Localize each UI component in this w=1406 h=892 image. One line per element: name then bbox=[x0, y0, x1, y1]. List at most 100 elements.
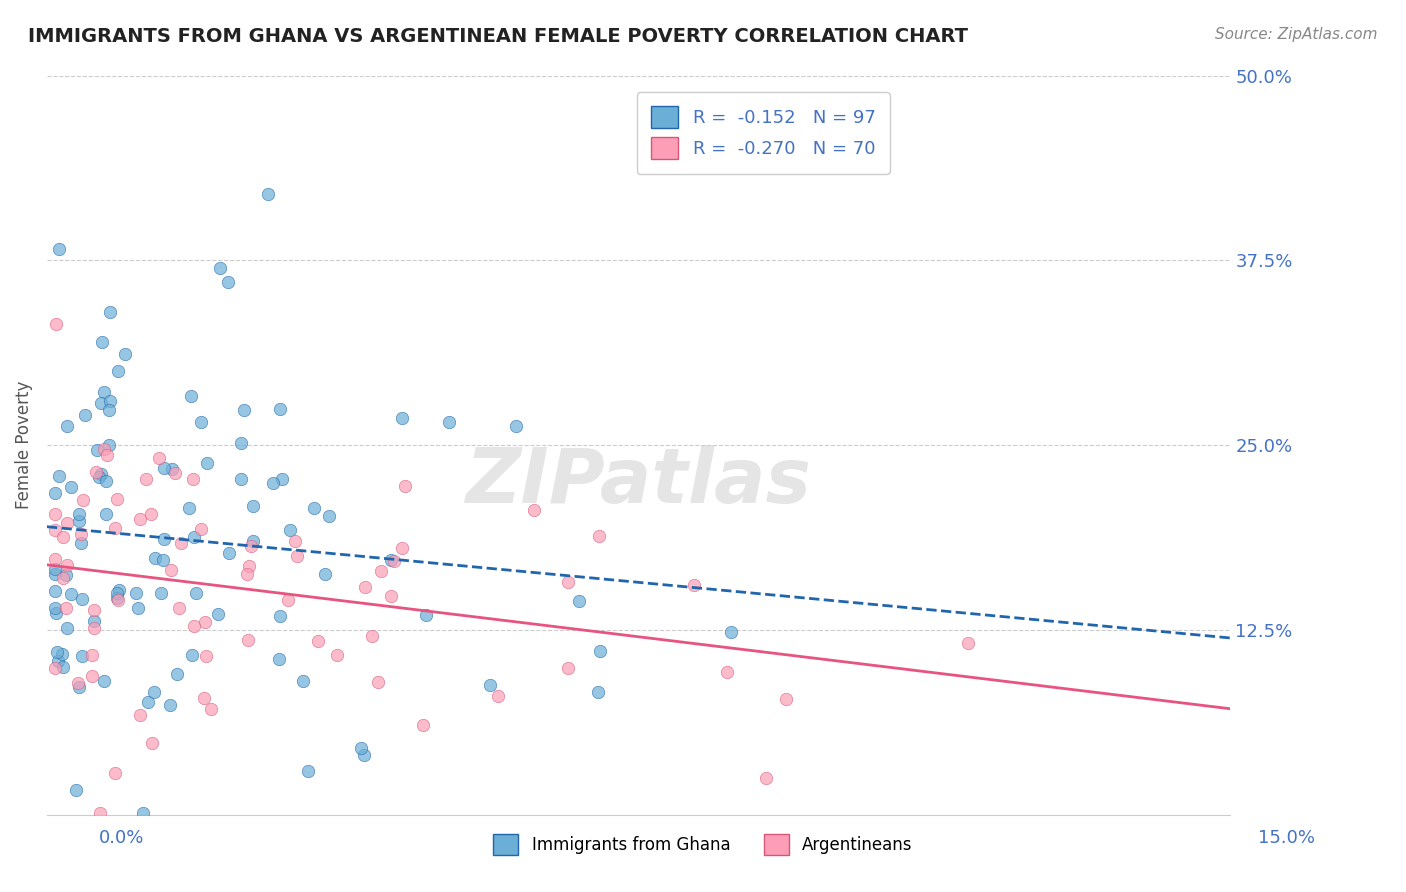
Point bbox=[149, 586, 172, 600]
Point bbox=[135, 472, 157, 486]
Point bbox=[242, 534, 264, 549]
Point bbox=[367, 674, 389, 689]
Point bbox=[302, 500, 325, 515]
Point bbox=[84, 465, 107, 479]
Point bbox=[956, 636, 979, 650]
Point bbox=[284, 533, 307, 548]
Point bbox=[183, 530, 205, 544]
Point bbox=[229, 436, 252, 450]
Point bbox=[98, 393, 121, 408]
Point bbox=[370, 565, 392, 579]
Point bbox=[382, 554, 405, 568]
Point bbox=[93, 673, 115, 688]
Point bbox=[716, 665, 738, 679]
Point bbox=[195, 648, 218, 663]
Point bbox=[314, 566, 336, 581]
Point bbox=[271, 472, 294, 486]
Point bbox=[297, 764, 319, 778]
Point bbox=[269, 609, 291, 624]
Point bbox=[136, 695, 159, 709]
Point bbox=[486, 689, 509, 703]
Legend: Immigrants from Ghana, Argentineans: Immigrants from Ghana, Argentineans bbox=[486, 828, 920, 862]
Point bbox=[143, 685, 166, 699]
Point bbox=[505, 419, 527, 434]
Point bbox=[415, 607, 437, 622]
Point bbox=[83, 614, 105, 628]
Point bbox=[98, 438, 121, 452]
Point bbox=[90, 396, 112, 410]
Point bbox=[44, 551, 66, 566]
Point bbox=[98, 305, 121, 319]
Point bbox=[180, 648, 202, 663]
Point bbox=[193, 691, 215, 706]
Point bbox=[44, 485, 66, 500]
Point bbox=[44, 508, 66, 522]
Point bbox=[46, 654, 69, 668]
Point bbox=[180, 389, 202, 403]
Point bbox=[104, 766, 127, 780]
Point bbox=[93, 384, 115, 399]
Point bbox=[44, 523, 66, 537]
Point bbox=[159, 564, 181, 578]
Point bbox=[231, 472, 253, 486]
Point bbox=[72, 493, 94, 508]
Point bbox=[190, 415, 212, 429]
Point bbox=[83, 621, 105, 635]
Point bbox=[194, 615, 217, 629]
Point bbox=[141, 736, 163, 750]
Point bbox=[59, 587, 82, 601]
Point bbox=[48, 243, 70, 257]
Point bbox=[96, 449, 118, 463]
Point bbox=[177, 501, 200, 516]
Text: 0.0%: 0.0% bbox=[98, 829, 143, 847]
Point bbox=[73, 408, 96, 422]
Point bbox=[269, 402, 291, 417]
Point bbox=[152, 461, 174, 475]
Point bbox=[589, 644, 612, 658]
Point bbox=[478, 678, 501, 692]
Point bbox=[755, 771, 778, 785]
Point bbox=[44, 661, 66, 675]
Point bbox=[720, 624, 742, 639]
Point bbox=[277, 593, 299, 607]
Legend: R =  -0.152   N = 97, R =  -0.270   N = 70: R = -0.152 N = 97, R = -0.270 N = 70 bbox=[637, 92, 890, 174]
Point bbox=[163, 467, 186, 481]
Point bbox=[262, 475, 284, 490]
Point bbox=[278, 524, 301, 538]
Point bbox=[307, 634, 329, 648]
Point bbox=[380, 553, 402, 567]
Point bbox=[235, 566, 257, 581]
Point bbox=[242, 499, 264, 513]
Point bbox=[94, 507, 117, 521]
Point bbox=[190, 522, 212, 536]
Point bbox=[105, 591, 128, 606]
Point bbox=[45, 318, 67, 332]
Point bbox=[105, 586, 128, 600]
Point bbox=[44, 600, 66, 615]
Point bbox=[152, 553, 174, 567]
Point bbox=[70, 649, 93, 664]
Point bbox=[557, 574, 579, 589]
Point bbox=[153, 532, 176, 546]
Point bbox=[67, 681, 90, 695]
Point bbox=[353, 747, 375, 762]
Point bbox=[391, 541, 413, 556]
Point bbox=[167, 601, 190, 615]
Point bbox=[233, 403, 256, 417]
Point bbox=[291, 673, 314, 688]
Text: 15.0%: 15.0% bbox=[1257, 829, 1315, 847]
Point bbox=[45, 606, 67, 620]
Point bbox=[82, 669, 104, 683]
Point bbox=[186, 586, 208, 600]
Point bbox=[318, 508, 340, 523]
Point bbox=[195, 456, 218, 470]
Point bbox=[80, 648, 103, 662]
Point bbox=[350, 741, 373, 756]
Point bbox=[104, 521, 127, 535]
Point bbox=[55, 601, 77, 615]
Point bbox=[56, 558, 79, 572]
Point bbox=[65, 783, 87, 797]
Point bbox=[51, 647, 73, 661]
Point bbox=[588, 529, 610, 543]
Point bbox=[94, 474, 117, 488]
